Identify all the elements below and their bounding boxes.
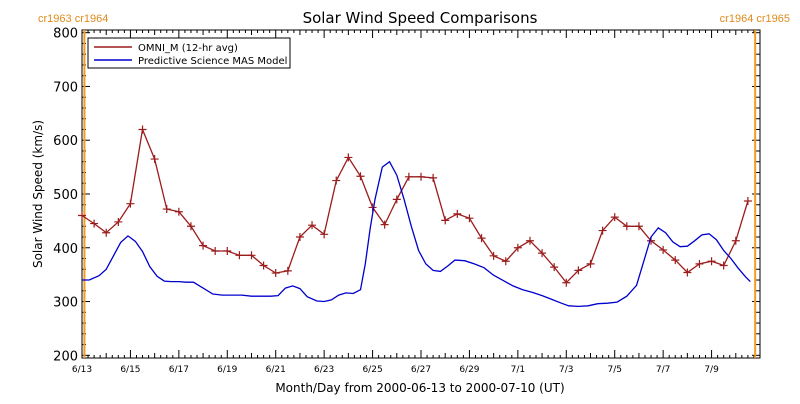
data-point-marker xyxy=(538,249,547,258)
plot-frame xyxy=(81,29,761,359)
data-point-marker xyxy=(743,196,752,205)
data-point-marker xyxy=(126,199,135,208)
data-point-marker xyxy=(574,266,583,275)
data-point-marker xyxy=(356,172,365,181)
x-tick-label: 6/17 xyxy=(169,365,189,375)
legend-label-2: Predictive Science MAS Model xyxy=(138,56,287,67)
y-tick-label: 300 xyxy=(53,296,78,311)
data-point-marker xyxy=(162,205,171,214)
legend-label-1: OMNI_M (12-hr avg) xyxy=(138,43,238,54)
data-point-marker xyxy=(271,269,280,278)
data-point-marker xyxy=(610,213,619,222)
y-tick-label: 600 xyxy=(53,134,78,149)
data-point-marker xyxy=(598,226,607,235)
x-tick-label: 6/23 xyxy=(314,365,334,375)
data-point-marker xyxy=(489,251,498,260)
data-point-marker xyxy=(380,220,389,229)
data-point-marker xyxy=(404,172,413,181)
data-point-marker xyxy=(295,233,304,242)
data-point-marker xyxy=(344,153,353,162)
data-point-marker xyxy=(465,214,474,223)
data-point-marker xyxy=(78,211,86,220)
x-axis-label: Month/Day from 2000-06-13 to 2000-07-10 … xyxy=(275,381,564,395)
chart-title: Solar Wind Speed Comparisons xyxy=(303,9,538,27)
y-tick-label: 200 xyxy=(53,349,78,364)
data-point-marker xyxy=(525,236,534,245)
data-point-marker xyxy=(453,209,462,218)
x-tick-label: 7/3 xyxy=(559,365,573,375)
x-tick-label: 7/9 xyxy=(704,365,719,375)
data-point-marker xyxy=(501,257,510,266)
x-tick-label: 7/5 xyxy=(607,365,621,375)
data-point-marker xyxy=(283,266,292,275)
data-point-marker xyxy=(150,155,159,164)
x-tick-label: 6/29 xyxy=(459,365,479,375)
data-point-marker xyxy=(102,228,111,237)
data-point-marker xyxy=(441,216,450,225)
data-point-marker xyxy=(586,259,595,268)
data-point-marker xyxy=(695,259,704,268)
data-point-marker xyxy=(320,230,329,239)
x-tick-label: 6/25 xyxy=(362,365,382,375)
legend: OMNI_M (12-hr avg) Predictive Science MAS… xyxy=(87,37,291,69)
x-tick-label: 7/7 xyxy=(656,365,670,375)
y-tick-label: 700 xyxy=(53,80,78,95)
data-point-marker xyxy=(562,278,571,287)
data-point-marker xyxy=(719,261,728,270)
data-point-marker xyxy=(622,222,631,231)
data-point-marker xyxy=(332,176,341,185)
data-point-marker xyxy=(731,236,740,245)
data-point-marker xyxy=(513,243,522,252)
data-point-marker xyxy=(550,263,559,272)
data-point-marker xyxy=(223,246,232,255)
rotation-boundary-label: cr1963 cr1964 xyxy=(38,13,108,25)
data-point-marker xyxy=(259,261,268,270)
x-tick-label: 6/13 xyxy=(72,365,92,375)
x-tick-label: 6/27 xyxy=(411,365,431,375)
data-point-marker xyxy=(659,245,668,254)
data-point-marker xyxy=(199,241,208,250)
y-tick-label: 500 xyxy=(53,188,78,203)
data-point-marker xyxy=(417,172,425,181)
series-line-2 xyxy=(82,160,751,308)
data-point-marker xyxy=(114,217,123,226)
x-tick-label: 6/15 xyxy=(120,365,140,375)
data-point-marker xyxy=(308,221,317,230)
data-point-marker xyxy=(671,256,680,265)
y-axis-label: Solar Wind Speed (km/s) xyxy=(31,120,45,268)
data-point-marker xyxy=(138,125,147,134)
y-tick-label: 800 xyxy=(53,27,78,42)
plot-area: 200 300 400 500 600 700 800 6/13 6/15 6/17 6/19 6/2… xyxy=(38,13,790,375)
data-point-marker xyxy=(235,251,244,260)
data-point-marker xyxy=(211,246,220,255)
data-point-marker xyxy=(174,207,183,216)
y-tick-label: 400 xyxy=(53,242,78,257)
data-point-marker xyxy=(707,257,716,266)
rotation-boundary-label: cr1964 cr1965 xyxy=(720,13,790,25)
data-point-marker xyxy=(477,234,486,243)
data-point-marker xyxy=(247,251,256,260)
x-tick-label: 6/19 xyxy=(217,365,237,375)
data-point-marker xyxy=(90,219,99,228)
data-point-marker xyxy=(392,195,401,204)
data-point-marker xyxy=(429,173,438,182)
x-tick-label: 7/1 xyxy=(511,365,525,375)
x-tick-label: 6/21 xyxy=(266,365,286,375)
data-point-marker xyxy=(634,222,643,231)
legend-box xyxy=(87,37,291,69)
series-line-1 xyxy=(81,127,749,284)
data-point-marker xyxy=(186,222,195,231)
data-point-marker xyxy=(683,268,692,277)
